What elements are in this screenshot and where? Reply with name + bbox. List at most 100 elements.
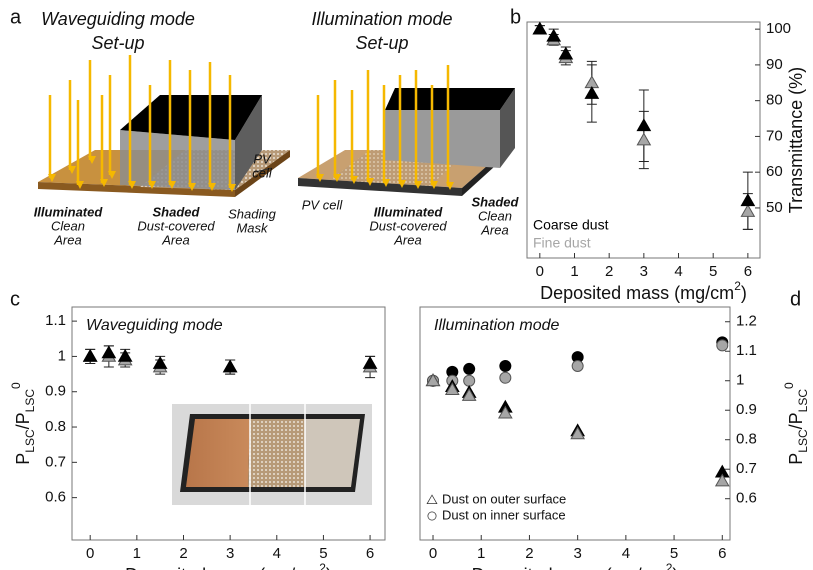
setup-label: Dust-covered <box>137 218 215 233</box>
y-tick-label: 60 <box>766 163 783 180</box>
y-axis-label-part: LSC <box>796 429 810 453</box>
y-tick-label: 1 <box>58 347 66 364</box>
data-point <box>362 355 378 369</box>
data-point <box>222 359 238 373</box>
plot-frame <box>419 306 731 541</box>
y-tick-label: 90 <box>766 56 783 73</box>
y-tick-label: 0.8 <box>736 431 757 448</box>
setup-label: Area <box>53 232 81 247</box>
x-tick-label: 0 <box>429 545 437 562</box>
y-axis-label-part: P <box>13 453 33 465</box>
data-point <box>570 426 586 440</box>
data-point <box>558 46 574 60</box>
x-tick-label: 3 <box>640 263 648 280</box>
y-axis-label: Transmittance (%) <box>786 67 806 213</box>
y-tick-label: 0.6 <box>736 490 757 507</box>
setup-label: Mask <box>236 220 269 235</box>
x-tick-label: 0 <box>536 263 544 280</box>
setup-label: Shaded <box>472 194 520 209</box>
data-point <box>101 345 117 359</box>
setup-label: Clean <box>478 208 512 223</box>
setup-label: Area <box>480 222 508 237</box>
x-tick-label: 5 <box>709 263 717 280</box>
setup-title: Illumination mode <box>311 9 452 29</box>
x-tick-label: 1 <box>477 545 485 562</box>
data-point <box>425 373 441 387</box>
x-axis-label-part: Deposited mass (mg/cm <box>472 565 666 570</box>
y-tick-label: 1.1 <box>45 312 66 329</box>
setup-label: Illuminated <box>34 204 104 219</box>
y-axis-label: PLSC/PLSC0 <box>9 382 37 465</box>
setup-label: Clean <box>51 218 85 233</box>
setup-label: PV <box>253 151 272 166</box>
x-axis-label: Deposited mass (mg/cm2) <box>125 561 332 570</box>
legend-entry: Dust on inner surface <box>442 507 566 522</box>
y-tick-label: 80 <box>766 92 783 109</box>
setup-right <box>298 65 515 196</box>
x-tick-label: 6 <box>366 545 374 562</box>
y-axis-label-part: /P <box>13 412 33 429</box>
x-tick-label: 4 <box>622 545 630 562</box>
data-point <box>499 371 512 384</box>
data-point <box>463 374 476 387</box>
inset-photo <box>172 404 372 505</box>
data-point <box>716 339 729 352</box>
legend-marker <box>427 511 437 521</box>
data-point <box>740 193 756 207</box>
data-point <box>584 86 600 99</box>
y-tick-label: 0.7 <box>736 460 757 477</box>
x-tick-label: 2 <box>605 263 613 280</box>
x-axis-label-part: ) <box>741 283 747 303</box>
y-tick-label: 100 <box>766 20 791 37</box>
legend-entry: Coarse dust <box>533 217 609 233</box>
setup-label: PV cell <box>302 197 344 212</box>
x-tick-label: 1 <box>570 263 578 280</box>
panel-annotation: Waveguiding mode <box>86 317 223 334</box>
legend-entry: Dust on outer surface <box>442 491 566 506</box>
x-tick-label: 6 <box>718 545 726 562</box>
x-tick-label: 1 <box>133 545 141 562</box>
y-axis-label: PLSC/PLSC0 <box>782 382 810 465</box>
y-axis-label-part: LSC <box>23 389 37 413</box>
y-tick-label: 1 <box>736 372 744 389</box>
x-axis-label-part: Deposited mass (mg/cm <box>540 283 734 303</box>
setup-label: cell <box>252 165 273 180</box>
data-point <box>461 387 477 401</box>
x-tick-label: 4 <box>273 545 281 562</box>
data-point <box>82 348 98 362</box>
data-point <box>636 118 652 132</box>
setup-left <box>38 55 290 197</box>
x-tick-label: 2 <box>525 545 533 562</box>
data-point <box>740 204 756 217</box>
data-point <box>571 359 584 372</box>
y-tick-label: 1.1 <box>736 342 757 359</box>
x-tick-label: 0 <box>86 545 94 562</box>
y-axis-label-part: LSC <box>23 429 37 453</box>
data-point <box>117 348 133 362</box>
plot-frame <box>71 306 386 541</box>
setup-label: Area <box>161 232 189 247</box>
panel-annotation: Illumination mode <box>434 317 560 334</box>
legend-entry: Fine dust <box>533 235 591 251</box>
x-axis-label-part: 2 <box>666 561 673 570</box>
setup-subtitle: Set-up <box>91 33 144 53</box>
x-tick-label: 2 <box>179 545 187 562</box>
y-tick-label: 0.8 <box>45 418 66 435</box>
y-axis-label-part: Transmittance (%) <box>786 67 806 213</box>
panel-letter: a <box>10 6 22 28</box>
y-axis-label-part: 0 <box>9 382 23 389</box>
x-tick-label: 4 <box>674 263 682 280</box>
data-point <box>444 382 460 395</box>
y-tick-label: 0.9 <box>736 401 757 418</box>
x-tick-label: 3 <box>226 545 234 562</box>
setup-title: Waveguiding mode <box>41 9 195 29</box>
setup-label: Area <box>393 232 421 247</box>
y-tick-label: 50 <box>766 199 783 216</box>
setup-label: Shading <box>228 206 276 221</box>
panel-letter: c <box>10 288 20 310</box>
x-tick-label: 5 <box>319 545 327 562</box>
data-point <box>497 405 513 419</box>
setup-subtitle: Set-up <box>355 33 408 53</box>
data-point <box>463 362 476 375</box>
